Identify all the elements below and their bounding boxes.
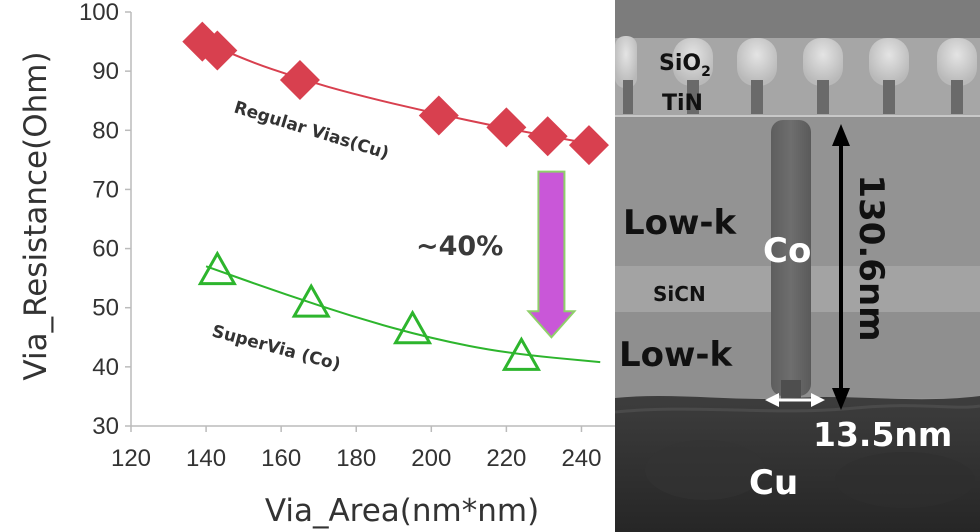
reduction-arrow — [526, 170, 577, 339]
low-k-top-label: Low-k — [623, 203, 738, 243]
cap-feature — [737, 38, 777, 86]
x-tick-label: 220 — [486, 445, 526, 472]
copper-grain — [645, 440, 765, 500]
cap-feature — [615, 36, 637, 88]
via-bottom — [781, 380, 801, 400]
sicn-label: SiCN — [653, 282, 706, 306]
regular-via-point — [418, 95, 459, 136]
cap-stem — [883, 80, 895, 114]
y-tick-label: 30 — [92, 413, 119, 440]
regular-via-point — [197, 30, 238, 71]
height-dimension-arrow — [832, 124, 850, 410]
supervia-point — [392, 309, 433, 345]
x-tick-label: 120 — [111, 445, 151, 472]
cap-feature — [937, 38, 977, 86]
sio2-label: SiO2 — [659, 51, 711, 80]
width-dimension-arrow — [765, 393, 825, 407]
co-label: Co — [763, 231, 811, 271]
cap-stem — [687, 80, 699, 114]
cap-feature — [803, 38, 843, 86]
cap-feature — [673, 38, 713, 86]
x-tick-label: 200 — [411, 445, 451, 472]
reduction-percent-label: ~40% — [416, 231, 503, 262]
supervia-point — [501, 336, 541, 371]
top-layer — [615, 0, 980, 38]
supervia-point — [197, 250, 237, 286]
x-tick-label: 240 — [561, 445, 601, 472]
x-axis-title: Via_Area(nm*nm) — [265, 493, 539, 529]
x-tick-label: 140 — [186, 445, 226, 472]
supervia-point — [291, 283, 331, 318]
cap-stem — [951, 80, 963, 114]
y-tick-label: 90 — [92, 58, 119, 85]
regular-via-point — [527, 116, 568, 157]
y-tick-label: 50 — [92, 295, 119, 322]
tin-label: TiN — [662, 91, 703, 116]
regular-vias-label: Regular Vias(Cu) — [232, 98, 392, 164]
low-k-bottom-label: Low-k — [619, 335, 734, 375]
trend-line-supervia — [205, 265, 601, 364]
y-tick-label: 60 — [92, 236, 119, 263]
copper-grain-edge — [615, 404, 980, 414]
tem-cross-section-image: SiO2 TiN Low-k SiCN Low-k Co Cu 13.5nm 1… — [615, 0, 980, 532]
regular-via-point — [182, 21, 223, 62]
height-label: 130.6nm — [851, 174, 891, 341]
y-tick-label: 100 — [79, 0, 119, 26]
data-markers — [182, 21, 609, 371]
axis-ticks: 304050607080901001201401601802002202402 — [79, 0, 602, 472]
regular-via-point — [486, 107, 527, 148]
cap-stem — [751, 80, 763, 114]
x-tick-label: 180 — [336, 445, 376, 472]
tem-micrograph: SiO2 TiN Low-k SiCN Low-k Co Cu 13.5nm 1… — [615, 0, 980, 532]
cobalt-via — [771, 120, 811, 396]
regular-via-point — [568, 125, 609, 166]
y-tick-label: 80 — [92, 117, 119, 144]
cap-stem — [817, 80, 829, 114]
supervia-label: SuperVia (Co) — [210, 322, 343, 376]
regular-via-point — [279, 60, 320, 101]
reduction-arrow-shape — [526, 170, 577, 339]
chart-panel: 304050607080901001201401601802002202402 … — [18, 0, 615, 529]
y-tick-label: 40 — [92, 354, 119, 381]
copper-grain — [835, 452, 975, 508]
x-tick-label: 160 — [261, 445, 301, 472]
y-axis-title: Via_Resistance(Ohm) — [18, 51, 54, 380]
cap-features — [615, 36, 977, 114]
cu-label: Cu — [749, 463, 798, 503]
via-resistance-chart: 304050607080901001201401601802002202402 … — [18, 0, 615, 529]
cap-stem — [623, 80, 633, 114]
width-label: 13.5nm — [813, 415, 952, 454]
cap-feature — [869, 38, 909, 86]
y-tick-label: 70 — [92, 176, 119, 203]
